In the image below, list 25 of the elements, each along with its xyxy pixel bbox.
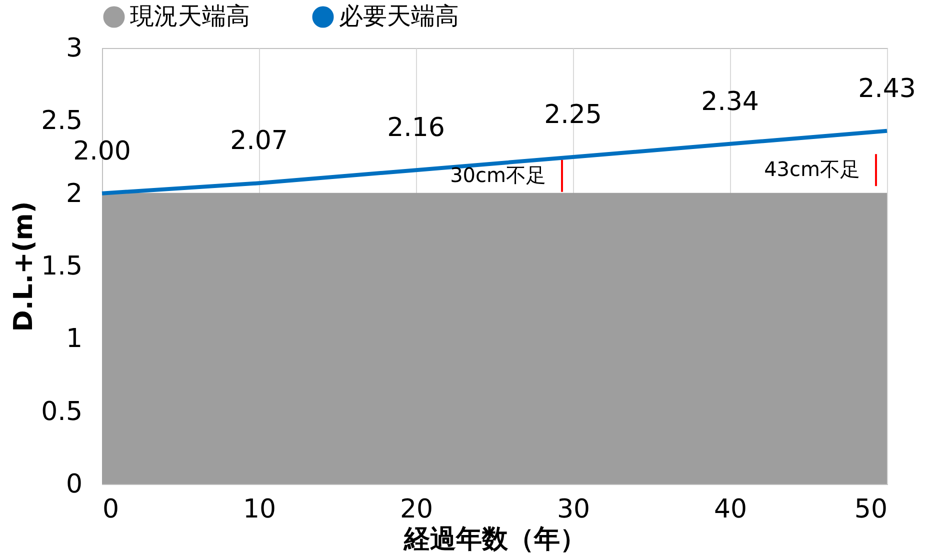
data-label: 2.16 bbox=[387, 113, 445, 144]
y-tick-label: 0 bbox=[66, 470, 82, 500]
y-tick-label: 2.5 bbox=[41, 106, 82, 136]
annotation: 43cm不足 bbox=[764, 157, 860, 182]
data-label: 2.25 bbox=[544, 100, 602, 130]
x-tick-label: 20 bbox=[400, 494, 434, 524]
legend-label: 現況天端高 bbox=[130, 2, 250, 30]
x-tick-label: 30 bbox=[556, 494, 590, 524]
annotation: 30cm不足 bbox=[450, 162, 546, 187]
y-tick-label: 0.5 bbox=[41, 396, 82, 427]
x-tick-label: 50 bbox=[854, 494, 888, 524]
data-label: 2.43 bbox=[858, 74, 916, 104]
y-tick-label: 1.5 bbox=[41, 252, 82, 282]
y-tick-label: 2 bbox=[66, 178, 82, 209]
y-tick-label: 1 bbox=[66, 324, 82, 354]
x-tick-label: 0 bbox=[102, 494, 120, 524]
y-axis-title: D.L.+(m) bbox=[9, 201, 40, 332]
x-tick-label: 40 bbox=[714, 494, 748, 524]
data-label: 2.07 bbox=[230, 126, 288, 156]
data-label: 2.00 bbox=[73, 136, 131, 166]
y-tick-label: 3 bbox=[66, 34, 82, 64]
data-label: 2.34 bbox=[701, 86, 759, 117]
x-axis-title: 経過年数（年） bbox=[403, 524, 586, 554]
x-tick-label: 10 bbox=[242, 494, 276, 524]
legend-label: 必要天端高 bbox=[339, 2, 459, 30]
